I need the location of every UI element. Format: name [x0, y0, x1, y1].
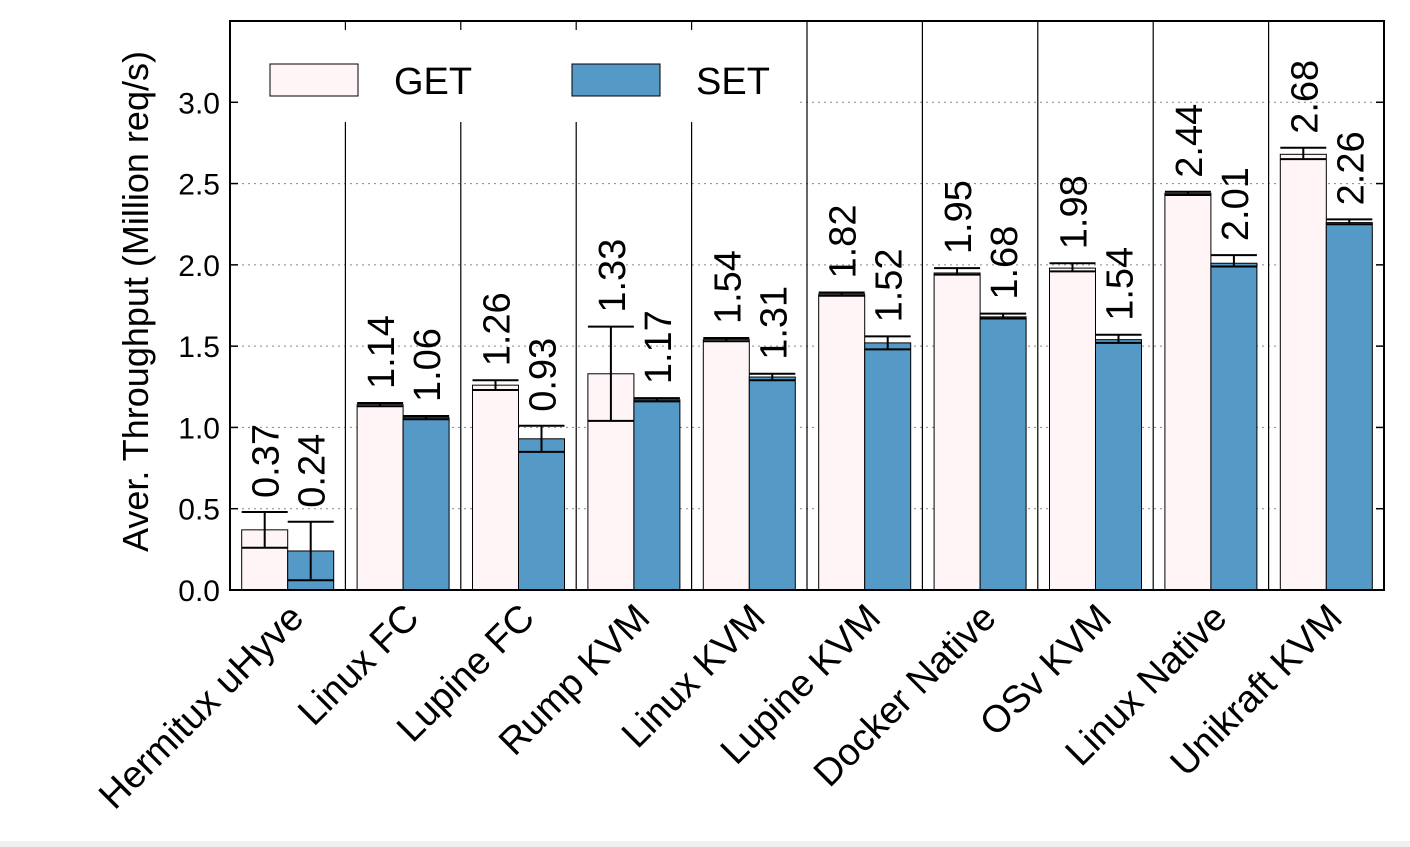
value-label-get-6: 1.95 [938, 180, 980, 254]
value-label-get-3: 1.33 [592, 239, 634, 313]
value-label-set-2: 0.93 [523, 338, 565, 412]
value-label-set-7: 1.54 [1100, 247, 1142, 321]
ytick-label-0.0: 0.0 [178, 575, 220, 608]
y-axis-title: Aver. Throughput (Million req/s) [115, 51, 156, 552]
value-label-get-8: 2.44 [1169, 104, 1211, 178]
legend-swatch-get [269, 63, 359, 97]
bar-get-1 [356, 404, 404, 591]
bar-get-5 [818, 293, 866, 591]
value-label-set-5: 1.52 [869, 248, 911, 322]
value-label-get-2: 1.26 [477, 292, 519, 366]
bar-set-3 [633, 399, 681, 591]
value-label-set-4: 1.31 [753, 286, 795, 360]
bar-set-7 [1095, 339, 1142, 591]
ytick-label-1.5: 1.5 [178, 331, 220, 364]
ytick-label-1.0: 1.0 [178, 412, 220, 445]
value-label-get-5: 1.82 [823, 205, 865, 279]
bar-set-6 [979, 316, 1027, 591]
value-label-get-7: 1.98 [1054, 175, 1096, 249]
value-label-get-0: 0.37 [246, 424, 288, 498]
bar-set-8 [1210, 262, 1258, 591]
value-label-set-3: 1.17 [638, 310, 680, 384]
xtick-label-0: Hermitux uHyve [91, 597, 312, 818]
bar-set-9 [1325, 222, 1373, 591]
bar-get-4 [702, 339, 750, 591]
ytick-label-0.5: 0.5 [178, 494, 220, 527]
value-label-get-1: 1.14 [361, 315, 403, 389]
value-label-set-0: 0.24 [292, 434, 334, 508]
value-label-set-1: 1.06 [407, 328, 449, 402]
bar-set-2 [518, 438, 565, 591]
value-label-get-4: 1.54 [707, 250, 749, 324]
bar-get-6 [933, 272, 981, 591]
bar-set-4 [748, 376, 796, 591]
value-label-set-8: 2.01 [1215, 167, 1257, 241]
bar-set-5 [864, 342, 912, 591]
legend-label-set: SET [696, 61, 770, 103]
value-label-get-9: 2.68 [1284, 60, 1326, 134]
ytick-label-3.0: 3.0 [178, 87, 220, 120]
bar-get-9 [1279, 153, 1327, 591]
legend-swatch-set [571, 63, 661, 97]
bars-layer [241, 146, 1373, 591]
value-labels-layer: 0.37 1.14 1.26 1.33 1.54 1.82 1.95 1.98 2.44 2.68… [246, 60, 1373, 508]
legend: GET SET [240, 30, 800, 122]
plot-frame [229, 20, 1385, 591]
bar-get-8 [1164, 192, 1212, 591]
bar-set-1 [402, 417, 450, 591]
bar-get-2 [472, 384, 519, 591]
legend-label-get: GET [394, 61, 472, 103]
value-label-set-9: 2.26 [1330, 131, 1372, 205]
page-bottom-strip [0, 841, 1410, 847]
ytick-label-2.0: 2.0 [178, 250, 220, 283]
value-label-set-6: 1.68 [984, 226, 1026, 300]
bar-get-7 [1049, 267, 1096, 591]
ytick-label-2.5: 2.5 [178, 169, 220, 202]
